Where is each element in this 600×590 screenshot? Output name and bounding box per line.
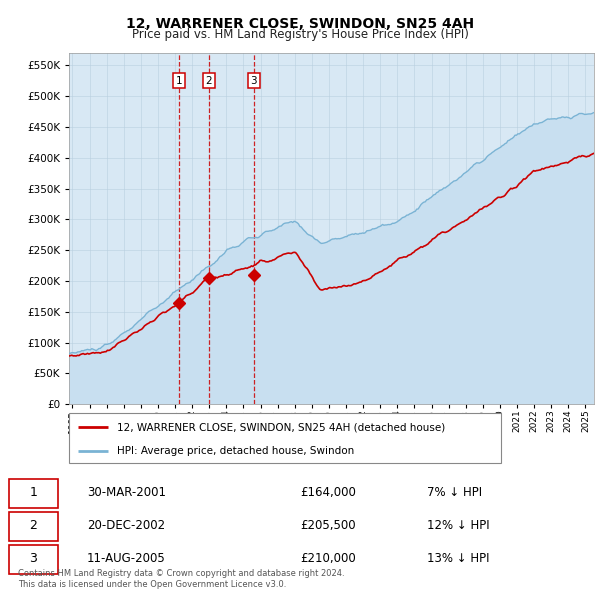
Text: 2: 2 [29,519,37,532]
Text: 12% ↓ HPI: 12% ↓ HPI [427,519,490,532]
Text: 1: 1 [29,486,37,499]
Text: 11-AUG-2005: 11-AUG-2005 [87,552,166,565]
Text: 12, WARRENER CLOSE, SWINDON, SN25 4AH (detached house): 12, WARRENER CLOSE, SWINDON, SN25 4AH (d… [116,422,445,432]
FancyBboxPatch shape [69,413,501,463]
Text: Contains HM Land Registry data © Crown copyright and database right 2024.
This d: Contains HM Land Registry data © Crown c… [18,569,344,589]
Text: 3: 3 [29,552,37,565]
FancyBboxPatch shape [9,479,58,508]
Text: 1: 1 [176,76,182,86]
Text: 20-DEC-2002: 20-DEC-2002 [87,519,165,532]
Text: HPI: Average price, detached house, Swindon: HPI: Average price, detached house, Swin… [116,445,354,455]
Text: 30-MAR-2001: 30-MAR-2001 [87,486,166,499]
Text: 12, WARRENER CLOSE, SWINDON, SN25 4AH: 12, WARRENER CLOSE, SWINDON, SN25 4AH [126,17,474,31]
Text: 2: 2 [205,76,212,86]
Text: 7% ↓ HPI: 7% ↓ HPI [427,486,482,499]
FancyBboxPatch shape [9,512,58,541]
Text: £164,000: £164,000 [300,486,356,499]
Text: £210,000: £210,000 [300,552,356,565]
Text: 13% ↓ HPI: 13% ↓ HPI [427,552,489,565]
Text: Price paid vs. HM Land Registry's House Price Index (HPI): Price paid vs. HM Land Registry's House … [131,28,469,41]
Text: £205,500: £205,500 [300,519,356,532]
Text: 3: 3 [251,76,257,86]
FancyBboxPatch shape [9,545,58,574]
